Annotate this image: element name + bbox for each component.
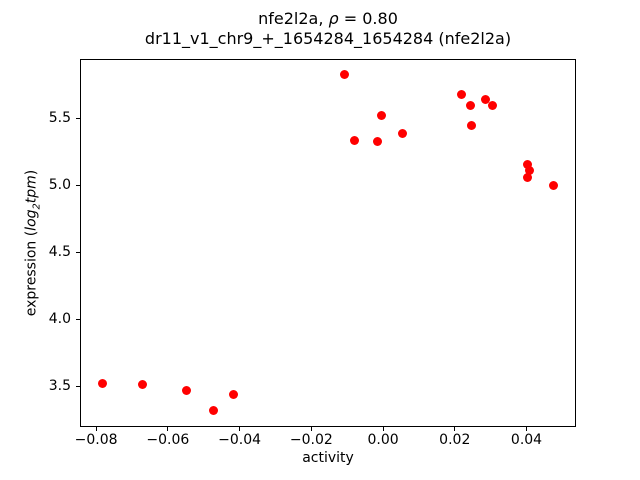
scatter-point [340,70,350,80]
y-tick-mark [76,251,80,253]
y-tick-label: 5.0 [48,177,71,194]
scatter-point [548,181,558,191]
y-tick-mark [76,185,80,187]
y-axis-label-math: log2tpm [23,175,43,231]
y-tick-label: 3.5 [48,377,71,394]
title-rho-value: = 0.80 [338,9,398,28]
chart-title: nfe2l2a, ρ = 0.80 dr11_v1_chr9_+_1654284… [80,9,576,49]
x-tick-label: 0.02 [439,432,471,448]
chart-subtitle: dr11_v1_chr9_+_1654284_1654284 (nfe2l2a) [144,29,512,48]
x-tick-mark [526,427,527,431]
scatter-point [181,385,191,395]
y-tick-mark [76,118,80,120]
scatter-point [228,389,238,399]
y-axis-label: expression (log2tpm) [24,170,43,317]
scatter-point [457,90,467,100]
scatter-point [523,173,533,183]
scatter-point [98,379,108,389]
y-tick-label: 4.5 [48,243,71,260]
scatter-point [487,100,497,110]
y-axis-label-log: log [23,209,40,231]
y-axis-label-tpm: tpm [23,175,40,204]
x-tick-label: 0.00 [367,432,399,448]
scatter-point [372,136,382,146]
x-tick-mark [239,427,241,431]
rho-symbol: ρ [328,9,339,28]
y-tick-label: 4.0 [48,310,71,327]
scatter-point [522,159,532,169]
scatter-point [525,166,535,176]
scatter-point [467,120,477,130]
scatter-point [208,405,218,415]
y-axis-label-prefix: expression ( [23,230,40,317]
x-tick-label: −0.04 [218,432,262,448]
scatter-point [138,380,148,390]
y-axis-label-suffix: ) [23,169,40,176]
scatter-point [466,100,476,110]
y-tick-label: 5.5 [48,110,71,127]
y-tick-mark [76,318,80,320]
y-axis-label-subscript: 2 [31,203,43,210]
plot-area [80,59,576,427]
x-tick-mark [310,427,312,431]
scatter-point [397,128,407,138]
x-tick-label: 0.04 [510,432,543,448]
scatter-point [481,95,491,105]
scatter-point [377,111,387,121]
y-tick-mark [76,385,80,387]
x-tick-label: −0.08 [74,432,118,448]
x-tick-mark [454,427,456,431]
x-tick-mark [382,427,384,431]
chart-title-line1: nfe2l2a, ρ = 0.80 [80,9,576,29]
x-tick-mark [95,427,97,431]
title-gene: nfe2l2a, [258,9,329,28]
scatter-point [350,135,360,145]
x-tick-mark [167,427,169,431]
x-tick-label: −0.06 [146,432,190,448]
x-tick-label: −0.02 [289,432,333,448]
x-axis-label: activity [302,450,354,466]
